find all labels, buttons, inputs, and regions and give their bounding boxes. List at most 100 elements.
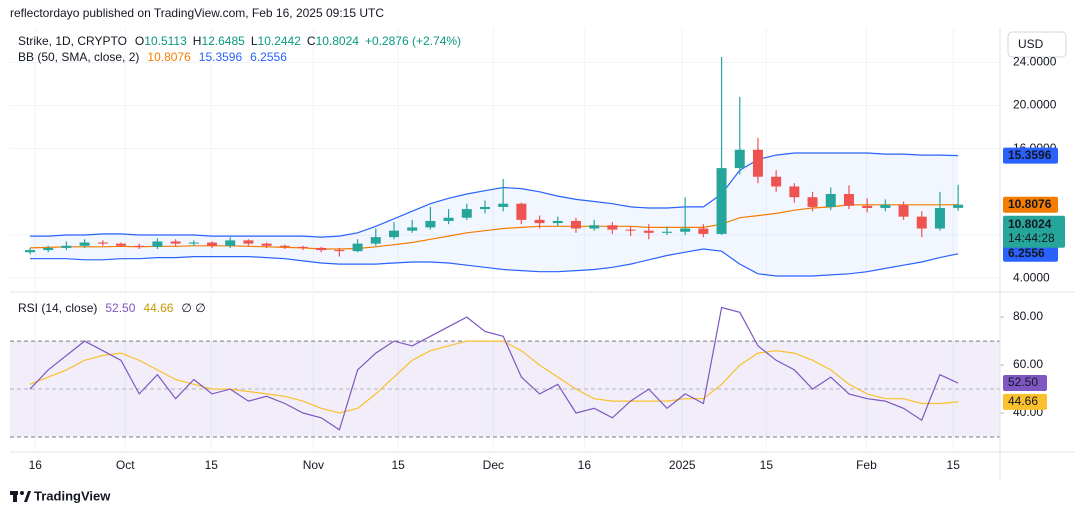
rsi-line (29, 306, 959, 431)
y-tick-label: 4.0000 (1013, 270, 1050, 284)
candle-body (279, 245, 290, 247)
ohlc-label: H (193, 34, 202, 48)
candle-body (225, 240, 236, 246)
logo-shape (20, 491, 24, 495)
candle-body (316, 247, 327, 251)
candle-body (661, 231, 672, 233)
currency-button[interactable] (1007, 31, 1067, 58)
rsi-label: 44.66 (1008, 394, 1038, 408)
price-label-box (1003, 245, 1058, 262)
rsi-extra: ∅ ∅ (181, 301, 205, 315)
candle-body (589, 225, 600, 229)
bb-upper: 15.3596 (199, 50, 243, 64)
candle-body (388, 230, 399, 238)
candle-body (25, 250, 36, 253)
rsi-line (29, 340, 959, 414)
bb-line (30, 152, 959, 238)
candle-body (425, 220, 436, 228)
candle-body (43, 247, 54, 251)
candle-body (953, 204, 964, 208)
logo-shape (13, 491, 17, 502)
candle-body (479, 206, 490, 210)
candle-body (789, 186, 800, 198)
candle-body (880, 204, 891, 209)
price-legend: Strike, 1D, CRYPTO O10.5113 H12.6485 L10.24… (18, 34, 461, 48)
candle-body (61, 245, 72, 248)
published-line: reflectordayo published on TradingView.c… (10, 6, 384, 20)
bb-line (29, 204, 959, 250)
candle-body (334, 250, 345, 252)
rsi-label-box (1003, 393, 1047, 410)
x-tick-label: 15 (205, 458, 219, 472)
x-tick-label: Dec (483, 458, 504, 472)
logo-shape (24, 491, 31, 502)
symbol: Strike, 1D, CRYPTO (18, 34, 127, 48)
currency[interactable]: USD (1018, 37, 1044, 51)
candle-body (680, 228, 691, 232)
candle-body (116, 243, 127, 246)
candle-body (734, 149, 745, 169)
ohlc-label: O (135, 34, 144, 48)
ohlc-label: C (307, 34, 316, 48)
bb-basis: 10.8076 (147, 50, 191, 64)
candle-body (370, 237, 381, 244)
countdown: 14:44:28 (1008, 231, 1055, 245)
rsi-label: 52.50 (1008, 375, 1038, 389)
candle-body (407, 227, 418, 231)
x-tick-label: 16 (29, 458, 43, 472)
y-tick-label: 24.0000 (1013, 55, 1057, 69)
y-tick-label: 60.00 (1013, 357, 1043, 371)
brand: TradingView (34, 488, 111, 503)
candle-body (461, 209, 472, 218)
rsi-ma-value: 44.66 (143, 301, 173, 315)
candle-body (698, 228, 709, 234)
candle-body (97, 242, 108, 244)
candle-body (843, 193, 854, 206)
rsi-title: RSI (14, close) (18, 301, 97, 315)
candle-body (825, 193, 836, 207)
low-value: 10.2442 (258, 34, 302, 48)
price-label: 10.8076 (1008, 197, 1052, 211)
candle-body (243, 240, 254, 244)
panes: 16 Oct 15 Nov 15 Dec 16 2025 15 Feb 15 24.0000 20.00… (10, 28, 1065, 472)
change: +0.2876 (+2.74%) (365, 34, 461, 48)
last-price-box (1003, 215, 1065, 248)
candle-body (807, 197, 818, 207)
candle-body (297, 246, 308, 248)
candle-body (207, 242, 218, 246)
candle-body (552, 220, 563, 224)
candle-body (152, 241, 163, 247)
x-tick-label: 16 (578, 458, 592, 472)
close-value: 10.8024 (316, 34, 360, 48)
candle-body (79, 242, 90, 246)
rsi-legend: RSI (14, close) 52.50 44.66 ∅ ∅ (18, 301, 206, 315)
candle-body (716, 168, 727, 234)
bb-legend: BB (50, SMA, close, 2) 10.8076 15.3596 6.25… (18, 50, 287, 64)
candle-body (516, 203, 527, 220)
price-label: 15.3596 (1008, 148, 1052, 162)
candle-body (134, 245, 145, 247)
candle-body (570, 220, 581, 229)
candle-body (916, 216, 927, 229)
candle-body (261, 243, 272, 246)
x-tick-label: Nov (303, 458, 324, 472)
candle-body (352, 243, 363, 252)
rsi-label-box (1003, 375, 1047, 392)
candle-body (643, 230, 654, 233)
x-tick-label: 15 (760, 458, 774, 472)
candle-body (898, 204, 909, 217)
bb-title: BB (50, SMA, close, 2) (18, 50, 139, 64)
candle-body (862, 205, 873, 209)
y-tick-label: 80.00 (1013, 309, 1043, 323)
candle-body (443, 217, 454, 221)
candle-body (534, 219, 545, 224)
high-value: 12.6485 (201, 34, 245, 48)
candle-body (498, 203, 509, 207)
candle-body (188, 242, 199, 244)
x-tick-label: Oct (116, 458, 135, 472)
price-label: 6.2556 (1008, 246, 1045, 260)
x-tick-label: 15 (391, 458, 405, 472)
candle-body (752, 149, 763, 177)
rsi-value: 52.50 (105, 301, 135, 315)
